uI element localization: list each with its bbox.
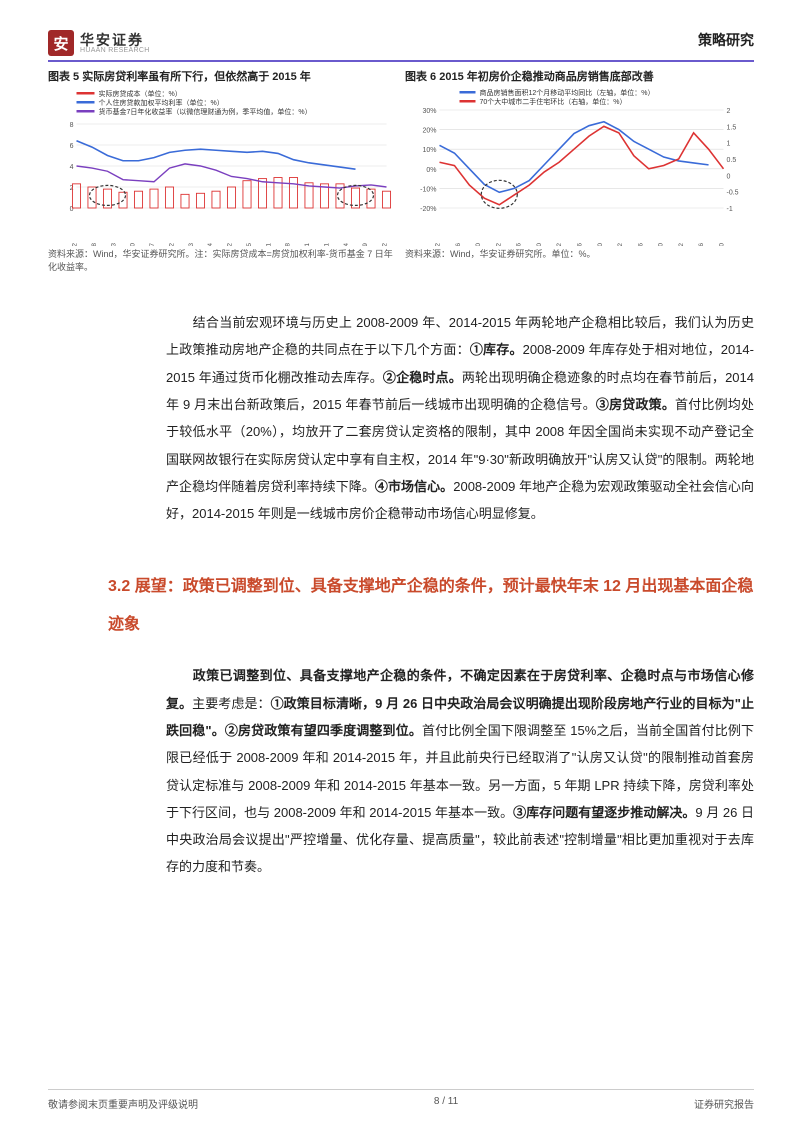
footer-right: 证券研究报告 xyxy=(694,1096,754,1111)
svg-text:2: 2 xyxy=(70,185,74,192)
svg-text:0%: 0% xyxy=(426,167,436,174)
svg-text:货币基金7日年化收益率（以微信理财通为例，季平均值，单位：%: 货币基金7日年化收益率（以微信理财通为例，季平均值，单位：%） xyxy=(99,107,312,116)
svg-text:-20%: -20% xyxy=(420,206,436,213)
svg-text:8: 8 xyxy=(70,122,74,129)
svg-text:30%: 30% xyxy=(422,108,436,115)
svg-text:2014-10: 2014-10 xyxy=(475,243,482,246)
svg-text:2015-08: 2015-08 xyxy=(91,243,98,246)
svg-text:-0.5: -0.5 xyxy=(727,190,739,197)
chart5-caption: 资料来源：Wind，华安证券研究所。注：实际房贷成本=房贷加权利率-货币基金 7… xyxy=(48,248,397,273)
svg-text:2014-02: 2014-02 xyxy=(435,243,442,246)
svg-text:2021-01: 2021-01 xyxy=(265,243,272,246)
svg-text:-1: -1 xyxy=(727,206,733,213)
section-heading-3-2: 3.2 展望：政策已调整到位、具备支撑地产企稳的条件，预计最快年末 12 月出现… xyxy=(48,568,754,645)
svg-text:2017-06: 2017-06 xyxy=(637,243,644,246)
svg-text:个人住房贷款加权平均利率（单位：%）: 个人住房贷款加权平均利率（单位：%） xyxy=(99,98,224,107)
logo-text-cn: 华安证券 xyxy=(80,33,150,47)
svg-text:2021-08: 2021-08 xyxy=(285,243,292,246)
svg-text:2019-12: 2019-12 xyxy=(227,243,234,246)
svg-text:0: 0 xyxy=(70,206,74,213)
svg-text:2022-11: 2022-11 xyxy=(323,243,330,246)
chart5-column: 图表 5 实际房贷利率虽有所下行，但依然高于 2015 年 实际房贷成本（单位：… xyxy=(48,68,397,273)
svg-text:2023-09: 2023-09 xyxy=(362,243,369,246)
svg-text:-10%: -10% xyxy=(420,186,436,193)
svg-text:2016-10: 2016-10 xyxy=(130,243,137,246)
svg-text:2024-02: 2024-02 xyxy=(382,243,389,246)
svg-text:2016-03: 2016-03 xyxy=(110,243,117,246)
svg-text:1: 1 xyxy=(727,141,731,148)
svg-text:2014-12: 2014-12 xyxy=(72,243,79,246)
svg-text:2016-10: 2016-10 xyxy=(597,243,604,246)
svg-text:2015-06: 2015-06 xyxy=(516,243,523,246)
svg-text:2018-02: 2018-02 xyxy=(168,243,175,246)
footer-left: 敬请参阅末页重要声明及评级说明 xyxy=(48,1096,198,1111)
logo-area: 安 华安证券 HUAAN RESEARCH xyxy=(48,30,150,56)
svg-text:2017-07: 2017-07 xyxy=(149,243,156,246)
charts-row: 图表 5 实际房贷利率虽有所下行，但依然高于 2015 年 实际房贷成本（单位：… xyxy=(48,68,754,273)
page-header: 安 华安证券 HUAAN RESEARCH 策略研究 xyxy=(48,30,754,62)
svg-text:6: 6 xyxy=(70,143,74,150)
header-category: 策略研究 xyxy=(698,30,754,50)
svg-text:2015-02: 2015-02 xyxy=(495,243,502,246)
svg-text:4: 4 xyxy=(70,164,74,171)
svg-text:0.5: 0.5 xyxy=(727,157,737,164)
svg-text:2018-06: 2018-06 xyxy=(698,243,705,246)
chart5-title: 图表 5 实际房贷利率虽有所下行，但依然高于 2015 年 xyxy=(48,68,397,84)
chart6-title: 图表 6 2015 年初房价企稳推动商品房销售底部改善 xyxy=(405,68,754,84)
logo-icon: 安 xyxy=(48,30,74,56)
svg-text:2018-03: 2018-03 xyxy=(188,243,195,246)
svg-text:20%: 20% xyxy=(422,128,436,135)
body-paragraph-1: 结合当前宏观环境与历史上 2008-2009 年、2014-2015 年两轮地产… xyxy=(48,309,754,527)
svg-text:实际房贷成本（单位：%）: 实际房贷成本（单位：%） xyxy=(99,89,182,98)
svg-text:10%: 10% xyxy=(422,147,436,154)
svg-text:2016-06: 2016-06 xyxy=(577,243,584,246)
svg-text:70个大中城市二手住宅环比（右轴，单位：%）: 70个大中城市二手住宅环比（右轴，单位：%） xyxy=(480,97,627,106)
chart6-column: 图表 6 2015 年初房价企稳推动商品房销售底部改善 商品房销售面积12个月移… xyxy=(405,68,754,273)
svg-text:2018-02: 2018-02 xyxy=(678,243,685,246)
svg-text:2: 2 xyxy=(727,108,731,115)
page-footer: 敬请参阅末页重要声明及评级说明 8 / 11 证券研究报告 xyxy=(48,1089,754,1111)
chart5-plot: 实际房贷成本（单位：%）个人住房贷款加权平均利率（单位：%）货币基金7日年化收益… xyxy=(48,88,397,246)
chart6-plot: 商品房销售面积12个月移动平均同比（左轴，单位：%）70个大中城市二手住宅环比（… xyxy=(405,88,754,246)
svg-text:2017-10: 2017-10 xyxy=(658,243,665,246)
svg-text:1.5: 1.5 xyxy=(727,124,737,131)
svg-text:2015-10: 2015-10 xyxy=(536,243,543,246)
svg-text:2016-02: 2016-02 xyxy=(556,243,563,246)
svg-text:商品房销售面积12个月移动平均同比（左轴，单位：%）: 商品房销售面积12个月移动平均同比（左轴，单位：%） xyxy=(480,88,655,97)
body-paragraph-2: 政策已调整到位、具备支撑地产企稳的条件，不确定因素在于房贷利率、企稳时点与市场信… xyxy=(48,662,754,880)
svg-text:2022-01: 2022-01 xyxy=(304,243,311,246)
footer-page-number: 8 / 11 xyxy=(434,1096,458,1111)
svg-text:2017-02: 2017-02 xyxy=(617,243,624,246)
svg-text:2014-06: 2014-06 xyxy=(455,243,462,246)
svg-text:2018-10: 2018-10 xyxy=(719,243,726,246)
chart6-caption: 资料来源：Wind，华安证券研究所。单位：%。 xyxy=(405,248,754,261)
svg-text:2020-05: 2020-05 xyxy=(246,243,253,246)
svg-text:2019-04: 2019-04 xyxy=(207,243,214,246)
svg-text:0: 0 xyxy=(727,173,731,180)
svg-text:2023-04: 2023-04 xyxy=(343,243,350,246)
logo-text-en: HUAAN RESEARCH xyxy=(80,47,150,54)
